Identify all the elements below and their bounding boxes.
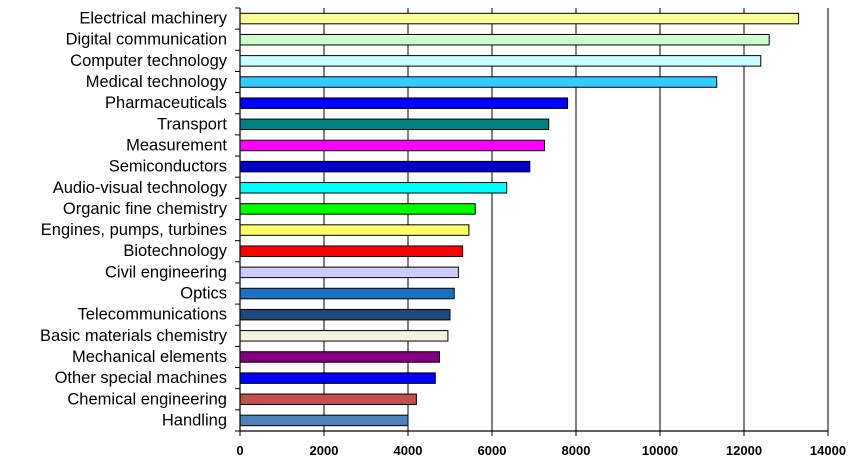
bar-3 [239,76,718,88]
bar-12 [239,266,459,279]
bar-5 [239,118,550,131]
x-tick-label-4000: 4000 [394,443,423,458]
x-tick-label-12000: 12000 [726,443,762,458]
category-label-11: Biotechnology [123,242,227,260]
category-label-5: Transport [157,115,227,133]
x-tick-label-2000: 2000 [310,443,339,458]
bar-13 [239,287,455,300]
category-label-6: Measurement [126,136,227,154]
bar-0 [239,12,800,25]
category-label-2: Computer technology [70,52,228,70]
category-label-4: Pharmaceuticals [105,94,227,112]
bar-1 [239,33,770,46]
category-label-19: Handling [162,411,227,429]
bar-16 [239,351,440,363]
x-tick-label-14000: 14000 [810,443,846,458]
bar-17 [239,372,436,384]
bar-4 [239,97,569,109]
gridlines [323,8,829,431]
bar-15 [239,330,449,342]
category-label-3: Medical technology [86,73,228,91]
category-labels: Electrical machinery Digital communicatio… [40,10,228,430]
category-label-10: Engines, pumps, turbines [41,221,227,239]
bar-10 [239,224,470,236]
bar-8 [239,182,508,194]
x-tick-label-10000: 10000 [642,443,678,458]
category-label-17: Other special machines [55,369,227,387]
bar-14 [239,308,451,321]
category-label-15: Basic materials chemistry [40,327,228,345]
category-label-1: Digital communication [66,31,227,49]
bar-9 [239,203,476,215]
x-tick-labels: 0 2000 4000 6000 8000 10000 12000 14000 [236,443,846,458]
category-label-16: Mechanical elements [72,348,227,366]
category-label-18: Chemical engineering [67,390,227,408]
x-tick-label-6000: 6000 [478,443,507,458]
category-label-9: Organic fine chemistry [63,200,228,218]
category-label-0: Electrical machinery [79,10,227,28]
category-label-8: Audio-visual technology [53,179,228,197]
x-tick-label-0: 0 [236,443,243,458]
bar-7 [239,160,531,173]
category-label-12: Civil engineering [105,263,227,281]
category-label-13: Optics [180,285,227,303]
bar-18 [239,393,417,406]
x-tick-label-8000: 8000 [562,443,591,458]
category-label-14: Telecommunications [78,306,227,324]
bar-6 [239,139,545,152]
bar-19 [239,414,409,427]
category-label-7: Semiconductors [109,158,227,176]
bar-11 [239,245,464,257]
bar-2 [239,55,762,67]
axes [235,7,829,436]
